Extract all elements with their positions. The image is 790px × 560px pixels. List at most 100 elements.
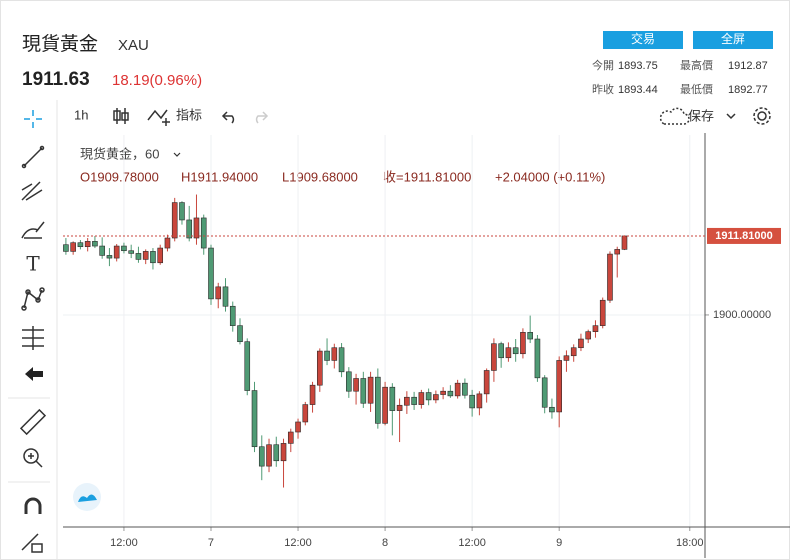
stat-label: 最低價: [680, 82, 713, 96]
fullscreen-button[interactable]: [693, 31, 773, 49]
candle-body: [447, 390, 454, 397]
ohlc-readout: L1909.68000: [282, 169, 358, 184]
candle-body: [186, 219, 193, 239]
stat-label: 今開: [592, 58, 614, 72]
chart-style-button[interactable]: [113, 108, 129, 124]
x-tick-label: 12:00: [284, 537, 312, 549]
candle-body: [527, 332, 533, 340]
candle-body: [483, 370, 490, 395]
magnet-tool[interactable]: [24, 497, 42, 514]
candle-body: [273, 444, 280, 462]
candle-body: [121, 245, 127, 252]
candle-body: [592, 325, 599, 332]
candle-body: [316, 350, 323, 386]
logo: [78, 494, 97, 502]
candle-body: [193, 217, 200, 239]
candle-body: [353, 378, 359, 392]
stat-value: 1912.87: [728, 60, 768, 72]
candle-body: [404, 396, 410, 406]
candle-body: [251, 390, 258, 448]
save-button[interactable]: 保存: [688, 108, 714, 123]
candle-body: [469, 394, 475, 409]
candle-body: [77, 242, 84, 248]
candle-body: [520, 332, 526, 355]
candle-body: [621, 235, 628, 250]
candle-body: [157, 247, 164, 264]
candle-body: [411, 396, 417, 405]
legend-menu-arrow[interactable]: [173, 152, 181, 157]
line-tool[interactable]: [21, 145, 45, 169]
candle-body: [425, 392, 432, 401]
text-tool[interactable]: T: [26, 252, 40, 276]
brush-tool[interactable]: [21, 221, 45, 239]
last-price-label: 1911.81000: [715, 230, 773, 242]
crosshair-tool[interactable]: [24, 110, 42, 128]
zoom-tool[interactable]: [23, 448, 43, 468]
candle-body: [128, 250, 134, 254]
candle-body: [324, 350, 330, 361]
redo-button[interactable]: [255, 111, 269, 124]
candle-body: [200, 217, 207, 249]
fib-tool[interactable]: [21, 181, 43, 201]
trade-button-label[interactable]: 交易: [631, 31, 655, 46]
fullscreen-button-label[interactable]: 全屏: [721, 31, 745, 46]
candle-body: [222, 286, 229, 307]
candle-body: [440, 390, 446, 395]
logo-badge: [73, 483, 101, 511]
legend-title: 現货黄金，60: [80, 146, 159, 161]
back-tool[interactable]: [25, 367, 43, 381]
undo-button[interactable]: [221, 111, 235, 124]
candle-body: [614, 249, 621, 255]
pattern-tool[interactable]: [21, 287, 45, 311]
settings-button[interactable]: [753, 107, 771, 125]
price-change: 18.19(0.96%): [112, 72, 202, 89]
trade-button[interactable]: [603, 31, 683, 49]
candle-body: [382, 386, 388, 424]
ruler-tool[interactable]: [19, 408, 47, 436]
candle-body: [505, 347, 512, 359]
candle-body: [396, 404, 403, 411]
lock-tool[interactable]: [21, 533, 43, 553]
candle-body: [287, 431, 294, 444]
candle-body: [534, 338, 541, 379]
stat-value: 1893.44: [618, 84, 658, 96]
candle-body: [360, 378, 367, 404]
measure-tool[interactable]: [22, 326, 44, 350]
candle-body: [454, 382, 461, 397]
stat-value: 1892.77: [728, 84, 768, 96]
stat-value: 1893.75: [618, 60, 658, 72]
candle-body: [229, 305, 236, 326]
candle-body: [367, 376, 374, 404]
candle-body: [585, 331, 592, 340]
candle-body: [208, 247, 214, 300]
indicator-button[interactable]: 指标: [176, 107, 202, 122]
candle-body: [171, 202, 178, 239]
candle-body: [70, 242, 76, 252]
candle-body: [549, 406, 555, 413]
candle-body: [433, 394, 439, 401]
candle-body: [150, 251, 156, 264]
x-tick-label: 18:00: [676, 537, 704, 549]
x-tick-label: 12:00: [458, 537, 486, 549]
interval-button[interactable]: 1h: [74, 107, 88, 122]
candle-body: [389, 386, 396, 411]
ohlc-readout: H1911.94000: [181, 169, 258, 184]
candle-body: [331, 347, 338, 361]
candle-body: [142, 251, 149, 260]
candle-body: [63, 244, 69, 252]
x-tick-label: 9: [556, 537, 562, 549]
save-menu-arrow[interactable]: [726, 113, 736, 120]
candle-body: [92, 241, 98, 247]
candle-body: [164, 237, 171, 249]
candle-body: [346, 371, 352, 392]
candle-body: [498, 343, 504, 359]
x-tick-label: 7: [208, 537, 214, 549]
indicator-icon[interactable]: [147, 109, 170, 126]
candle-body: [99, 245, 105, 256]
candle-body: [418, 392, 425, 405]
candle-body: [309, 384, 316, 405]
candle-body: [462, 382, 468, 396]
candle-body: [607, 253, 613, 301]
